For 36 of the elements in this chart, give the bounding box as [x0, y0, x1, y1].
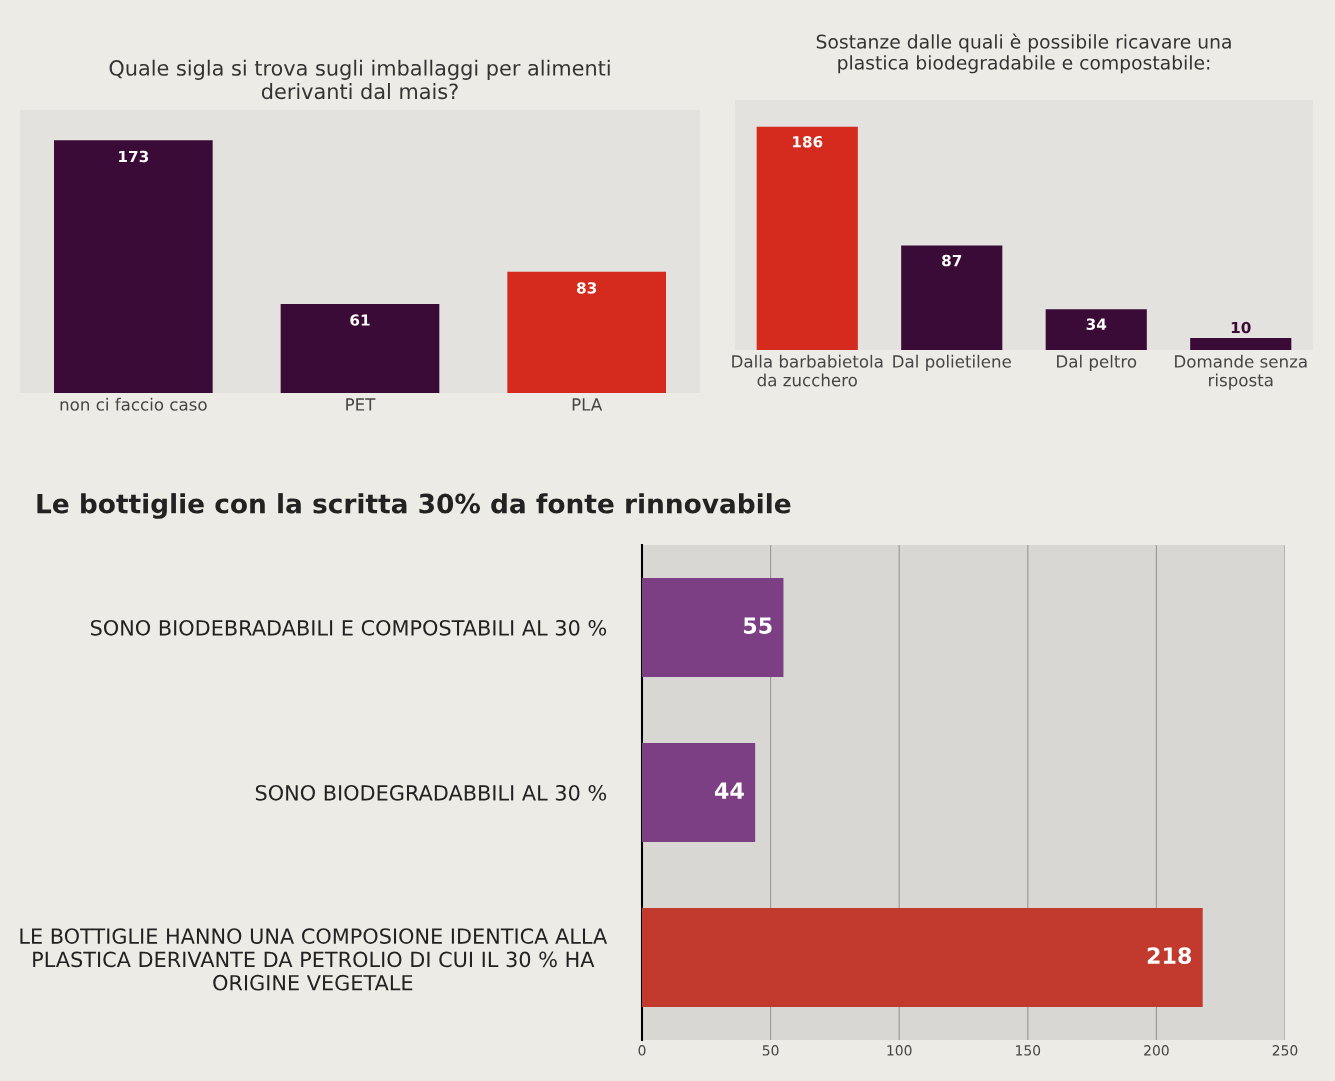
x-tick-label: non ci faccio caso [60, 397, 207, 411]
bar [642, 908, 1203, 1007]
bar [1045, 309, 1147, 350]
chart-title: Sostanze dalle quali è possibile ricavare una plastica biodegradabile e compostabile: [816, 33, 1231, 74]
x-tick-label: 50 [762, 1045, 779, 1056]
data-label: 83 [576, 282, 597, 294]
data-label: 173 [119, 150, 149, 163]
x-tick-label: Dal polietilene [893, 354, 1011, 371]
y-tick-label: LE BOTTIGLIE HANNO UNA COMPOSIONE IDENTICA ALLA PLASTICA DERIVANTE DA PETROLIO DI CUI IL 30 % HA ORIGINE VEGETALE [20, 928, 608, 991]
data-label: 87 [942, 254, 962, 267]
data-label: 34 [1086, 318, 1107, 330]
x-tick-label: Domande senza risposta [1175, 354, 1307, 390]
data-label: 55 [743, 617, 772, 634]
x-tick-label: 150 [1016, 1045, 1041, 1056]
x-tick-label: Dalla barbabietola da zucchero [732, 354, 883, 387]
data-label: 10 [1231, 321, 1251, 334]
x-tick-label: PET [346, 398, 376, 411]
bar [1190, 338, 1292, 350]
x-tick-label: 250 [1272, 1045, 1298, 1056]
y-tick-label: SONO BIODEGRADABBILI AL 30 % [255, 784, 607, 801]
text: Le bottiglie con la scritta 30% da fonte rinnovabile [37, 493, 791, 519]
x-tick-label: 0 [638, 1045, 646, 1056]
x-tick-label: Dal peltro [1057, 354, 1137, 371]
x-tick-label: PLA [572, 398, 603, 411]
data-label: 218 [1147, 947, 1192, 964]
y-tick-label: SONO BIODEBRADABILI E COMPOSTABILI AL 30 % [90, 619, 607, 636]
bar [901, 245, 1003, 350]
bar [642, 743, 756, 842]
data-label: 44 [714, 782, 744, 799]
bar [756, 126, 858, 350]
x-tick-label: 100 [887, 1045, 912, 1056]
data-label: 186 [793, 135, 823, 148]
bar [642, 578, 784, 677]
data-label: 61 [350, 314, 370, 326]
x-tick-label: 200 [1144, 1045, 1169, 1056]
chart-title: Quale sigla si trova sugli imballaggi per alimenti derivanti dal mais? [109, 59, 610, 100]
